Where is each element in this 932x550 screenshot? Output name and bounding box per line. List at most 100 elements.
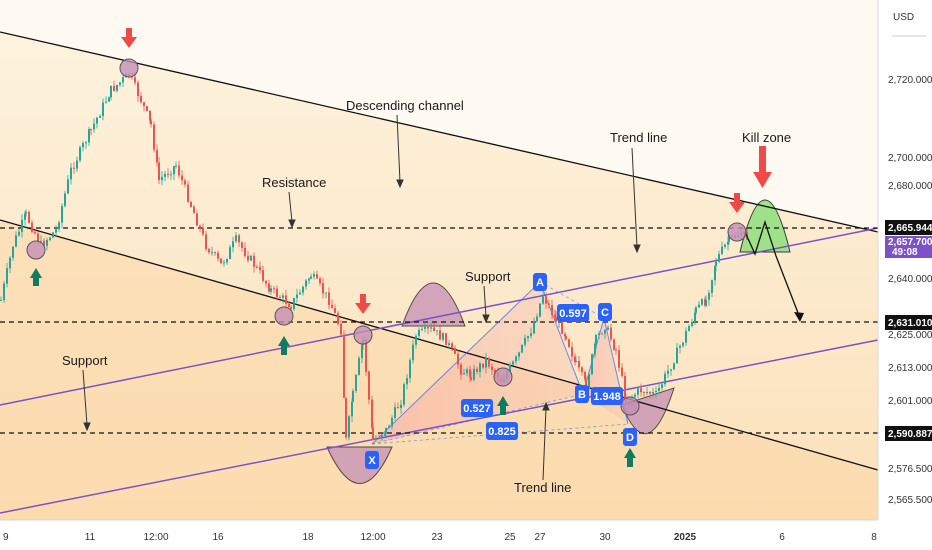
candle-body xyxy=(655,390,657,392)
candle-body xyxy=(310,276,312,279)
candle-body xyxy=(345,397,347,438)
time-tick-label: 2025 xyxy=(674,532,697,543)
candle-body xyxy=(667,370,669,374)
candle-body xyxy=(308,278,310,281)
candle-body xyxy=(328,292,330,305)
candle-body xyxy=(164,173,166,177)
candle-body xyxy=(409,360,411,379)
ratio-badge-0825[interactable] xyxy=(486,422,518,440)
candle-body xyxy=(256,266,258,268)
candle-body xyxy=(391,417,393,427)
candle-body xyxy=(521,344,523,353)
candle-body xyxy=(290,307,292,309)
ratio-badge-1948[interactable] xyxy=(591,387,623,405)
candle-body xyxy=(167,173,169,175)
candle-body xyxy=(211,252,213,254)
candle-body xyxy=(85,142,87,144)
candle-body xyxy=(524,337,526,345)
candle-body xyxy=(634,394,636,397)
channel-top-line xyxy=(0,31,879,233)
candle-body xyxy=(235,235,237,242)
ratio-badge-0597[interactable] xyxy=(557,304,589,322)
trendline-lower xyxy=(0,339,879,514)
candle-body xyxy=(358,358,360,375)
badge-x[interactable] xyxy=(365,451,379,469)
up-arrow-icon xyxy=(30,268,42,286)
candle-body xyxy=(12,246,14,258)
badge-b[interactable] xyxy=(575,385,589,403)
candle-body xyxy=(24,213,26,220)
candle-body xyxy=(372,427,374,440)
candle-body xyxy=(355,374,357,391)
price-tick-label: 2,565.500 xyxy=(888,495,932,506)
candle-body xyxy=(82,143,84,148)
label-support-left: Support xyxy=(62,353,108,368)
candle-body xyxy=(578,360,580,368)
candle-body xyxy=(175,165,177,167)
candle-body xyxy=(384,433,386,436)
candle-body xyxy=(554,314,556,318)
candle-body xyxy=(43,240,45,246)
candle-body xyxy=(698,304,700,308)
time-axis[interactable] xyxy=(0,520,932,550)
candle-body xyxy=(433,327,435,331)
down-arrows xyxy=(121,28,772,314)
candle-body xyxy=(548,303,550,306)
candle-body xyxy=(296,294,298,298)
candle-body xyxy=(158,162,160,180)
candle-body xyxy=(711,280,713,293)
price-tick-label: 2,700.000 xyxy=(888,153,932,164)
pattern-point-badges: A C B X D xyxy=(365,273,637,469)
candle-body xyxy=(555,317,557,323)
time-tick-label: 25 xyxy=(504,532,516,543)
candle-body xyxy=(293,297,295,309)
candle-body xyxy=(574,356,576,362)
touch-circle-resistance xyxy=(353,325,373,345)
candle-body xyxy=(591,354,593,375)
candle-body xyxy=(116,84,118,91)
ratio-0527-text: 0.527 xyxy=(463,403,491,415)
candle-body xyxy=(270,288,272,292)
price-tick-label: 2,640.000 xyxy=(888,274,932,285)
kill-zone-shape xyxy=(739,199,791,253)
candle-body xyxy=(88,129,90,143)
candle-body xyxy=(568,339,570,347)
candle-body xyxy=(343,334,345,398)
price-axis[interactable] xyxy=(878,0,932,550)
candle-body xyxy=(229,247,231,260)
candle-body xyxy=(208,249,210,253)
candle-body xyxy=(378,437,380,439)
down-arrow-icon xyxy=(753,146,772,188)
candle-body xyxy=(571,346,573,357)
touch-circle-left xyxy=(26,240,46,260)
candle-body xyxy=(253,255,255,267)
badge-a[interactable] xyxy=(533,273,547,291)
label-trend-line-top: Trend line xyxy=(610,130,667,145)
candle-body xyxy=(615,349,617,351)
time-tick-label: 12:00 xyxy=(360,532,385,543)
badge-d[interactable] xyxy=(623,428,637,446)
candle-body xyxy=(161,176,163,180)
candle-body xyxy=(108,97,110,102)
harmonic-xb xyxy=(371,393,584,445)
up-arrow-icon xyxy=(624,448,636,467)
candle-body xyxy=(400,404,402,409)
candle-body xyxy=(518,352,520,357)
badge-c[interactable] xyxy=(598,303,612,321)
candle-body xyxy=(58,222,60,230)
candle-body xyxy=(134,77,136,83)
candle-body xyxy=(265,280,267,284)
candle-body xyxy=(682,342,684,346)
price-tick-label: 2,601.000 xyxy=(888,396,932,407)
ratio-1948-text: 1.948 xyxy=(593,391,621,403)
candle-body xyxy=(365,339,367,372)
annotation-pointers xyxy=(82,114,641,481)
badge-a-text: A xyxy=(536,277,544,289)
candle-body xyxy=(340,323,342,335)
harmonic-wedge-xab xyxy=(372,282,583,444)
candle-body xyxy=(217,252,219,259)
candle-body xyxy=(214,252,216,254)
ratio-badge-0527[interactable] xyxy=(461,399,493,417)
candle-body xyxy=(640,388,642,393)
